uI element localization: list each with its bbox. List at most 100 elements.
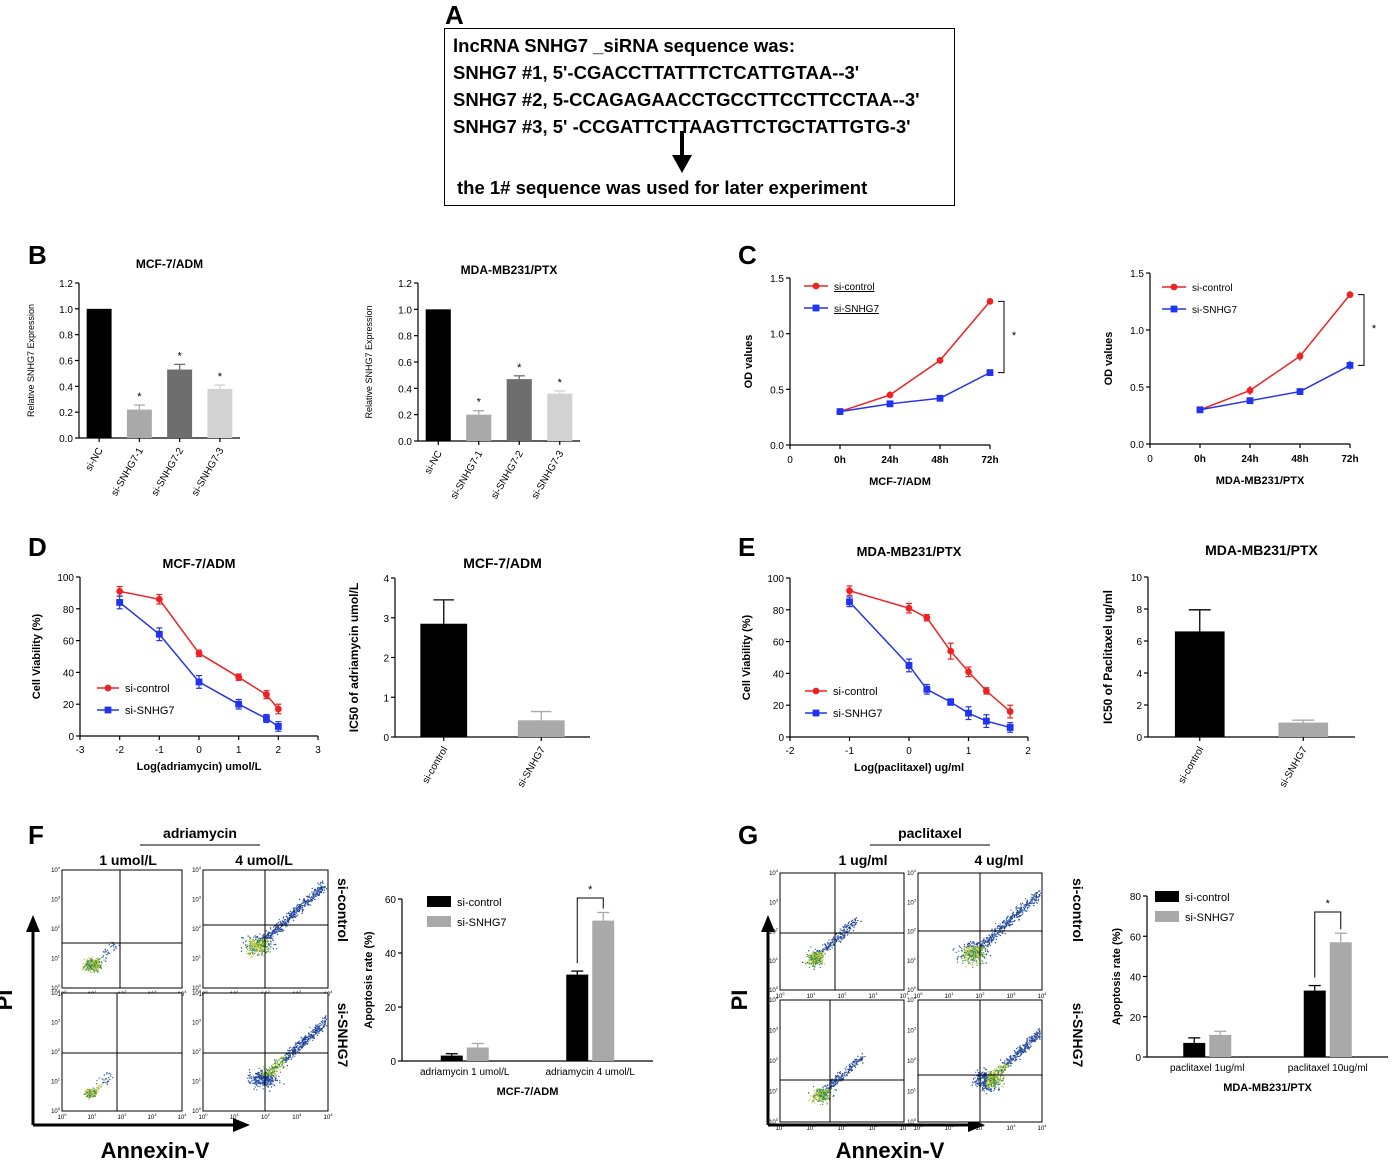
event-dot [314,1033,317,1035]
event-dot [270,1086,273,1088]
event-dot [973,943,976,945]
event-dot [1019,1049,1022,1051]
event-dot [84,967,86,969]
event-dot [108,1077,110,1079]
event-dot [254,1076,256,1078]
event-dot [253,943,256,945]
event-dot [267,1077,269,1079]
event-dot [840,1077,842,1079]
axis-tick-label: 100 [776,1123,786,1132]
event-dot [265,1080,267,1082]
event-dot [839,1077,841,1079]
event-dot [270,1070,272,1072]
event-dot [977,1077,979,1079]
event-dot [83,958,85,960]
event-dot [819,1096,821,1098]
event-dot [289,914,292,916]
event-dot [85,966,87,968]
event-dot [827,946,830,948]
event-dot [971,945,973,948]
event-dot [1011,914,1013,917]
legend-marker-si-SNHG7 [104,706,112,714]
event-dot [982,941,984,943]
event-dot [86,960,89,962]
event-dot [975,1071,977,1073]
event-dot [312,1034,314,1036]
event-dot [818,955,820,957]
event-dot [1035,896,1038,898]
axis-tick-label: 103 [51,1018,61,1027]
event-dot [319,1023,321,1025]
event-dot [848,930,851,932]
event-dot [843,935,846,937]
event-dot [279,1057,281,1059]
event-dot [97,959,100,961]
event-dot [106,954,108,956]
event-dot [322,887,324,889]
event-dot [261,949,264,952]
axis-tick-label: 103 [869,991,879,1000]
event-dot [320,889,322,891]
event-dot [1015,1053,1017,1055]
event-dot [106,1080,108,1083]
event-dot [311,1035,313,1037]
event-dot [969,963,972,965]
event-dot [985,954,987,956]
event-dot [96,970,98,972]
y-tick-label: 60 [63,637,75,648]
event-dot [1011,923,1013,925]
event-dot [819,1089,821,1091]
event-dot [304,901,306,903]
event-dot [826,1084,829,1086]
event-dot [278,927,280,929]
event-dot [267,937,269,939]
event-dot [111,945,113,947]
event-dot [318,893,320,895]
event-dot [1025,1043,1027,1045]
significance-mark: * [517,362,522,374]
event-dot [270,1083,273,1085]
event-dot [263,1075,266,1077]
axis-tick-label: 103 [192,1018,202,1027]
event-dot [303,1044,306,1046]
tick-exponent: 4 [184,1112,187,1117]
event-dot [1026,899,1028,901]
event-dot [812,1099,814,1101]
event-dot [982,1071,984,1073]
event-dot [278,925,280,927]
event-dot [819,960,822,962]
event-dot [253,940,255,943]
event-dot [302,1042,305,1044]
event-dot [1013,916,1015,918]
event-dot [810,963,813,965]
event-dot [88,963,90,965]
event-dot [316,1032,318,1034]
event-dot [1010,924,1012,926]
event-dot [845,925,848,927]
bar-si-SNHG7-2 [506,379,532,441]
axis-tick-label: 103 [769,1026,779,1035]
data-point-si-control [965,668,972,676]
axis-tick-label: 100 [51,1106,61,1115]
event-dot [1018,907,1020,909]
event-dot [990,1071,992,1073]
bar-si-SNHG7-2 [167,369,193,438]
event-dot [303,905,305,907]
x-tick-label: si-SNHG7-1 [109,446,146,499]
event-dot [811,960,813,962]
event-dot [1030,902,1033,904]
event-dot [990,935,992,937]
event-dot [840,936,843,938]
event-dot [318,1027,320,1029]
event-dot [292,1048,294,1050]
y-tick-label: 20 [773,701,785,712]
event-dot [1014,1055,1016,1057]
event-dot [324,1016,327,1019]
event-dot [93,967,95,969]
event-dot [320,891,323,894]
event-dot [242,942,244,944]
event-dot [282,921,284,923]
y-tick-label: 80 [773,606,785,617]
event-dot [254,1086,256,1088]
